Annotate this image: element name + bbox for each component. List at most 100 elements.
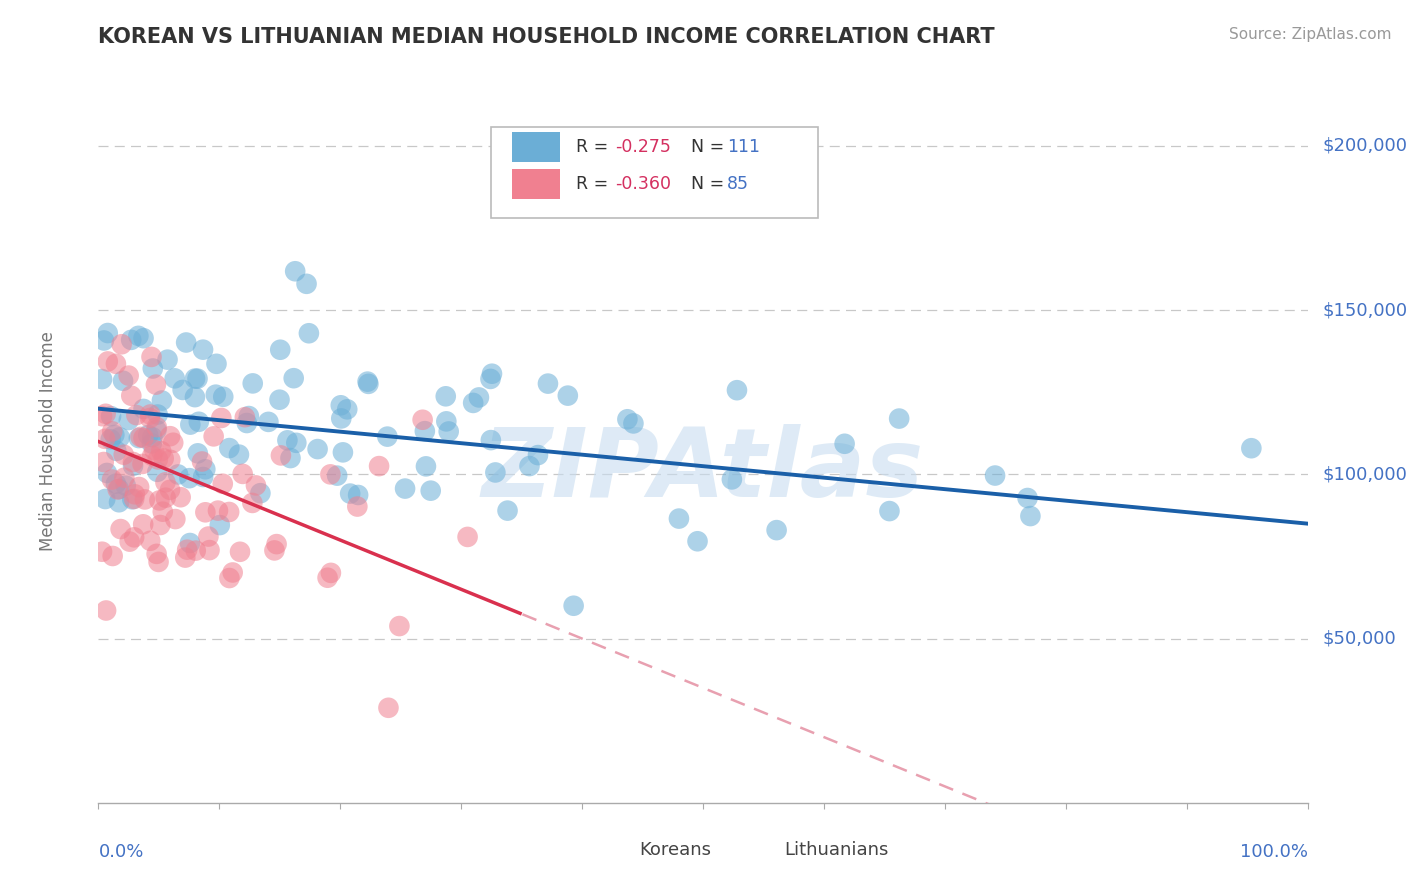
Point bbox=[155, 475, 177, 490]
Text: Koreans: Koreans bbox=[638, 841, 711, 859]
Point bbox=[205, 357, 228, 371]
Text: N =: N = bbox=[690, 175, 730, 193]
Point bbox=[623, 417, 645, 431]
Point bbox=[132, 431, 155, 445]
Point bbox=[152, 505, 174, 519]
Point bbox=[104, 357, 127, 371]
Point bbox=[142, 361, 165, 376]
Point bbox=[668, 511, 690, 525]
Point bbox=[419, 483, 441, 498]
Point bbox=[332, 445, 354, 459]
Point bbox=[131, 457, 153, 471]
Point bbox=[295, 277, 318, 291]
Text: KOREAN VS LITHUANIAN MEDIAN HOUSEHOLD INCOME CORRELATION CHART: KOREAN VS LITHUANIAN MEDIAN HOUSEHOLD IN… bbox=[98, 27, 995, 46]
Point bbox=[145, 377, 167, 392]
Point bbox=[266, 537, 288, 551]
Point bbox=[136, 428, 159, 442]
Point bbox=[463, 396, 485, 410]
Point bbox=[285, 435, 308, 450]
Point bbox=[155, 491, 177, 505]
Text: Lithuanians: Lithuanians bbox=[785, 841, 889, 859]
Point bbox=[412, 413, 434, 427]
Point bbox=[179, 471, 201, 485]
Point bbox=[128, 480, 150, 494]
Point bbox=[167, 467, 190, 482]
Point bbox=[228, 448, 250, 462]
Point bbox=[152, 451, 174, 466]
Point bbox=[207, 503, 229, 517]
Point bbox=[280, 451, 302, 466]
Point bbox=[101, 473, 124, 487]
Point bbox=[284, 264, 307, 278]
Point bbox=[145, 423, 167, 437]
Point bbox=[233, 410, 256, 425]
Point bbox=[120, 389, 142, 403]
Point bbox=[122, 458, 145, 473]
Point bbox=[557, 389, 579, 403]
Point bbox=[457, 530, 479, 544]
Point bbox=[479, 433, 502, 447]
Point bbox=[257, 415, 280, 429]
Point bbox=[236, 416, 259, 430]
Text: $50,000: $50,000 bbox=[1322, 630, 1396, 648]
Point bbox=[197, 530, 219, 544]
Point bbox=[194, 462, 217, 476]
Point bbox=[209, 411, 232, 425]
Point bbox=[232, 467, 254, 481]
Point bbox=[97, 326, 120, 340]
Point bbox=[186, 371, 208, 385]
Point bbox=[118, 368, 141, 383]
Point bbox=[122, 530, 145, 544]
Point bbox=[104, 476, 127, 491]
Point bbox=[263, 543, 285, 558]
Point bbox=[437, 425, 460, 439]
Point bbox=[94, 407, 117, 421]
Point bbox=[94, 491, 117, 506]
Point bbox=[377, 700, 399, 714]
Text: N =: N = bbox=[690, 138, 730, 156]
Text: ZIPAtlas: ZIPAtlas bbox=[482, 424, 924, 517]
Point bbox=[176, 542, 198, 557]
Point bbox=[97, 354, 120, 368]
Point bbox=[107, 483, 129, 497]
Point bbox=[319, 566, 342, 580]
Point bbox=[108, 482, 131, 496]
Text: 85: 85 bbox=[727, 175, 749, 193]
Point bbox=[191, 343, 214, 357]
Point bbox=[134, 492, 156, 507]
Point bbox=[208, 518, 231, 533]
Point bbox=[721, 472, 744, 486]
Point bbox=[91, 545, 114, 559]
Point bbox=[221, 566, 243, 580]
Text: Source: ZipAtlas.com: Source: ZipAtlas.com bbox=[1229, 27, 1392, 42]
Point bbox=[276, 434, 298, 448]
Point bbox=[163, 371, 186, 385]
Point bbox=[129, 430, 152, 444]
Point bbox=[148, 493, 170, 508]
Point bbox=[270, 449, 292, 463]
Point bbox=[125, 408, 148, 422]
Point bbox=[111, 337, 134, 351]
Point bbox=[357, 376, 380, 391]
Point bbox=[330, 411, 353, 425]
Point bbox=[159, 452, 181, 467]
Point bbox=[146, 408, 169, 422]
Point bbox=[184, 390, 207, 404]
Point bbox=[118, 413, 141, 427]
Point bbox=[128, 431, 150, 445]
Point bbox=[141, 350, 163, 364]
FancyBboxPatch shape bbox=[512, 169, 561, 199]
Point bbox=[1019, 509, 1042, 524]
FancyBboxPatch shape bbox=[512, 132, 561, 162]
Point bbox=[283, 371, 305, 385]
FancyBboxPatch shape bbox=[492, 128, 818, 218]
Point bbox=[211, 476, 233, 491]
Point bbox=[686, 534, 709, 549]
Text: $100,000: $100,000 bbox=[1322, 466, 1406, 483]
Point bbox=[93, 334, 115, 348]
Text: R =: R = bbox=[576, 175, 614, 193]
Point bbox=[114, 478, 136, 492]
Point bbox=[191, 454, 214, 468]
Text: $200,000: $200,000 bbox=[1322, 137, 1406, 155]
Point bbox=[415, 459, 437, 474]
